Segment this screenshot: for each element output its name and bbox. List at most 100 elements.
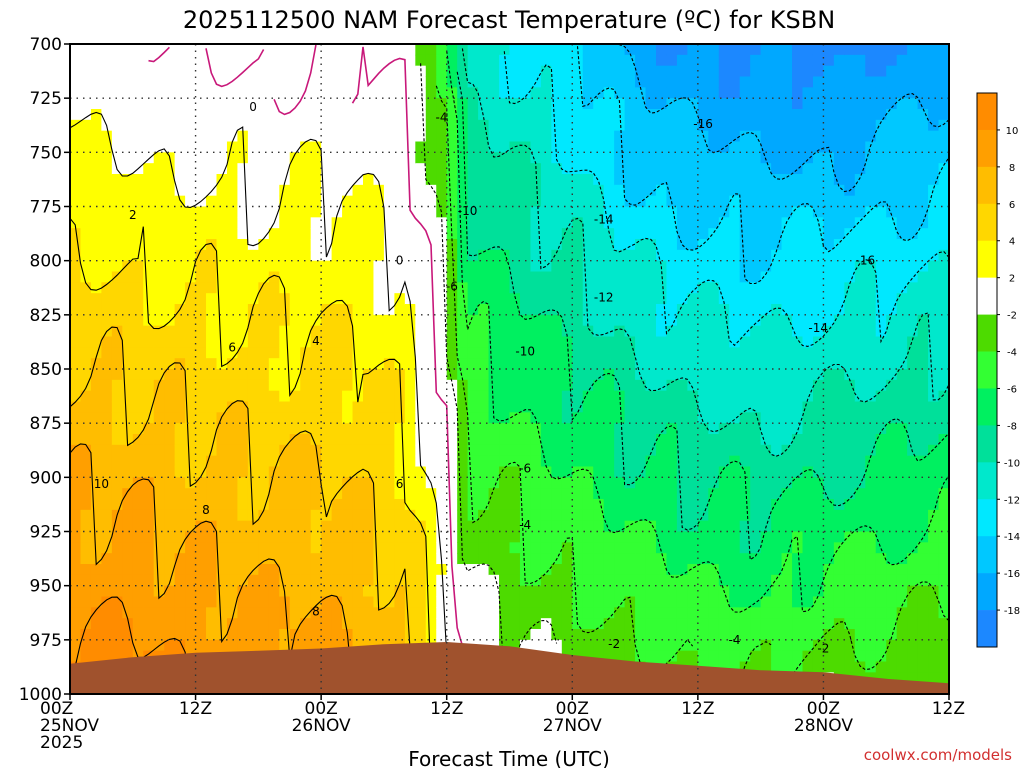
temperature-cell	[687, 109, 699, 121]
temperature-cell	[268, 152, 280, 164]
temperature-cell	[90, 379, 102, 392]
temperature-cell	[153, 87, 165, 99]
temperature-cell	[540, 542, 552, 554]
temperature-cell	[582, 174, 594, 186]
temperature-cell	[802, 444, 814, 457]
temperature-cell	[164, 304, 176, 316]
temperature-cell	[226, 564, 239, 576]
temperature-cell	[833, 239, 845, 251]
temperature-cell	[247, 174, 259, 186]
temperature-cell	[750, 239, 762, 251]
temperature-cell	[352, 98, 364, 110]
temperature-cell	[645, 174, 657, 186]
temperature-cell	[226, 130, 239, 143]
temperature-cell	[614, 509, 626, 522]
temperature-cell	[164, 639, 176, 652]
temperature-cell	[415, 509, 427, 522]
temperature-cell	[729, 119, 741, 132]
temperature-cell	[446, 455, 458, 468]
temperature-cell	[70, 358, 82, 370]
temperature-cell	[279, 271, 291, 283]
temperature-cell	[216, 282, 228, 294]
temperature-cell	[342, 152, 354, 164]
temperature-cell	[279, 347, 291, 359]
temperature-cell	[499, 304, 511, 316]
temperature-cell	[865, 163, 877, 175]
temperature-cell	[164, 423, 176, 435]
temperature-cell	[624, 401, 636, 413]
temperature-cell	[854, 466, 866, 478]
temperature-cell	[164, 54, 176, 67]
temperature-cell	[593, 596, 605, 608]
temperature-cell	[478, 466, 490, 478]
temperature-cell	[697, 531, 709, 543]
temperature-cell	[321, 109, 333, 121]
temperature-cell	[603, 217, 615, 229]
temperature-cell	[572, 109, 584, 121]
temperature-cell	[750, 629, 762, 641]
temperature-cell	[886, 293, 898, 305]
temperature-cell	[206, 195, 218, 208]
temperature-cell	[771, 390, 783, 403]
temperature-cell	[875, 477, 887, 489]
temperature-cell	[363, 314, 375, 327]
temperature-cell	[499, 390, 511, 403]
temperature-cell	[143, 531, 155, 543]
temperature-cell	[907, 98, 919, 110]
temperature-cell	[425, 358, 437, 370]
temperature-cell	[624, 217, 636, 229]
temperature-cell	[206, 249, 218, 262]
temperature-cell	[111, 239, 123, 251]
temperature-cell	[206, 379, 218, 392]
temperature-cell	[457, 358, 469, 370]
temperature-cell	[289, 293, 301, 305]
temperature-cell	[645, 184, 657, 197]
temperature-cell	[122, 44, 134, 56]
temperature-cell	[153, 369, 165, 381]
temperature-cell	[708, 379, 720, 392]
temperature-cell	[771, 434, 783, 446]
temperature-cell	[425, 499, 437, 511]
temperature-cell	[467, 152, 479, 164]
temperature-cell	[122, 531, 134, 543]
temperature-cell	[195, 206, 207, 218]
temperature-cell	[844, 455, 856, 468]
temperature-cell	[687, 466, 699, 478]
temperature-cell	[896, 553, 908, 565]
temperature-cell	[551, 336, 563, 348]
temperature-cell	[289, 564, 301, 576]
temperature-cell	[907, 184, 919, 197]
temperature-cell	[279, 423, 291, 435]
temperature-cell	[572, 119, 584, 132]
temperature-cell	[519, 282, 532, 294]
temperature-cell	[603, 520, 615, 533]
temperature-cell	[289, 141, 301, 153]
temperature-cell	[666, 109, 678, 121]
temperature-cell	[404, 412, 416, 424]
temperature-cell	[530, 249, 542, 262]
temperature-cell	[122, 596, 134, 608]
temperature-cell	[802, 239, 814, 251]
temperature-cell	[436, 488, 448, 500]
temperature-cell	[729, 336, 741, 348]
temperature-cell	[760, 553, 772, 565]
temperature-cell	[854, 390, 866, 403]
temperature-cell	[467, 109, 479, 121]
temperature-cell	[656, 304, 668, 316]
temperature-cell	[739, 65, 751, 78]
temperature-cell	[122, 455, 134, 468]
temperature-cell	[122, 293, 134, 305]
temperature-cell	[551, 271, 563, 283]
temperature-cell	[195, 141, 207, 153]
temperature-cell	[917, 141, 929, 153]
temperature-cell	[310, 542, 322, 554]
temperature-cell	[886, 249, 898, 262]
temperature-cell	[488, 509, 500, 522]
temperature-cell	[666, 65, 678, 78]
temperature-cell	[185, 54, 197, 67]
temperature-cell	[509, 217, 521, 229]
temperature-cell	[886, 618, 898, 630]
temperature-cell	[676, 347, 688, 359]
temperature-cell	[268, 347, 280, 359]
temperature-cell	[635, 195, 647, 208]
